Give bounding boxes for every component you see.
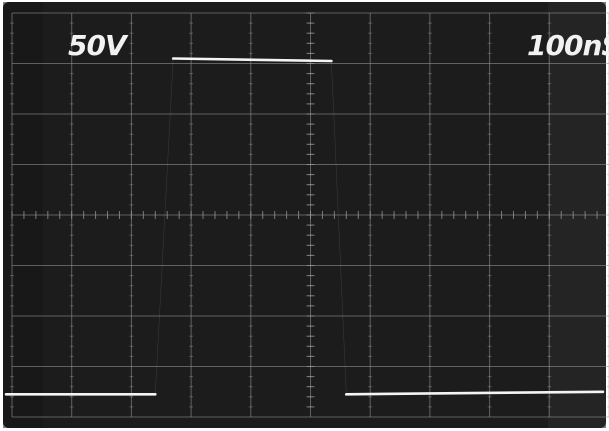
trace-edge	[331, 60, 347, 395]
signal-trace	[4, 57, 605, 396]
trace-segment	[344, 390, 605, 396]
trace-segment	[171, 57, 333, 63]
volts-per-division-label: 50V	[68, 29, 129, 62]
time-per-division-label: 100nS	[527, 29, 609, 62]
graticule	[10, 12, 609, 418]
trace-edge	[154, 58, 174, 395]
